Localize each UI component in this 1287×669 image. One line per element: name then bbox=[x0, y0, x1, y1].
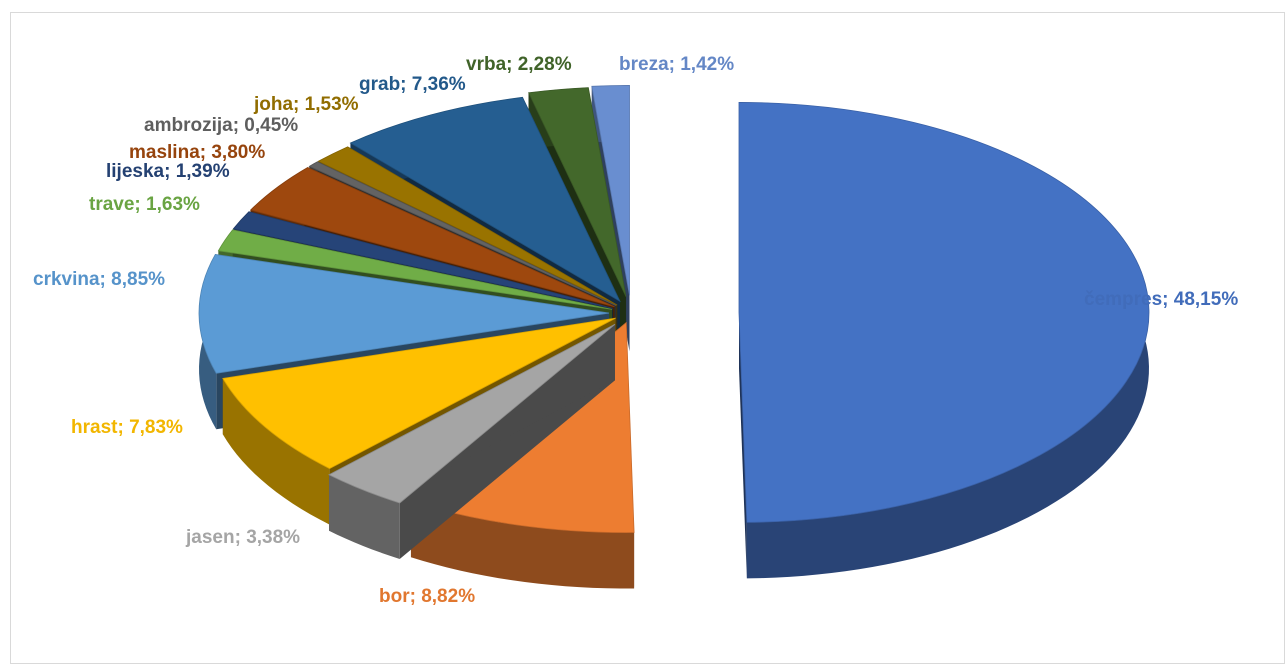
slice-top bbox=[217, 229, 613, 310]
slice-side bbox=[410, 501, 635, 589]
chart-area: čempres; 48,15% bor; 8,82% jasen; 3,38% hra… bbox=[10, 12, 1285, 664]
slice-top bbox=[249, 167, 615, 308]
slice-top bbox=[308, 161, 617, 306]
data-label-breza: breza; 1,42% bbox=[619, 54, 734, 75]
slice-top bbox=[528, 87, 627, 297]
data-label-jasen: jasen; 3,38% bbox=[185, 527, 300, 548]
pie-chart: čempres; 48,15% bor; 8,82% jasen; 3,38% hra… bbox=[33, 54, 1238, 607]
data-label-lijeska: lijeska; 1,39% bbox=[106, 161, 230, 182]
data-label-vrba: vrba; 2,28% bbox=[466, 54, 572, 75]
data-label-crkvina: crkvina; 8,85% bbox=[33, 269, 165, 290]
data-label-grab: grab; 7,36% bbox=[359, 74, 466, 95]
slice-wall bbox=[738, 312, 747, 579]
slice-top bbox=[198, 253, 610, 374]
data-label-hrast: hrast; 7,83% bbox=[71, 417, 183, 438]
slice-top bbox=[222, 317, 616, 470]
pie-slice-jasen bbox=[328, 323, 616, 559]
slice-side bbox=[222, 378, 330, 525]
slice-top bbox=[232, 211, 613, 309]
data-label-ambrozija: ambrozija; 0,45% bbox=[144, 115, 298, 136]
slice-top bbox=[591, 85, 630, 296]
data-label-joha: joha; 1,53% bbox=[253, 94, 359, 115]
data-label-trave: trave; 1,63% bbox=[89, 194, 200, 215]
slice-top bbox=[328, 323, 616, 504]
slice-top bbox=[349, 96, 621, 303]
slice-top bbox=[738, 102, 1150, 523]
slice-top bbox=[317, 146, 618, 306]
slice-side bbox=[328, 474, 400, 559]
data-label-bor: bor; 8,82% bbox=[379, 586, 475, 607]
data-label-maslina: maslina; 3,80% bbox=[129, 142, 265, 163]
pie-slice-čempres bbox=[738, 102, 1150, 579]
data-label-čempres: čempres; 48,15% bbox=[1084, 289, 1238, 310]
